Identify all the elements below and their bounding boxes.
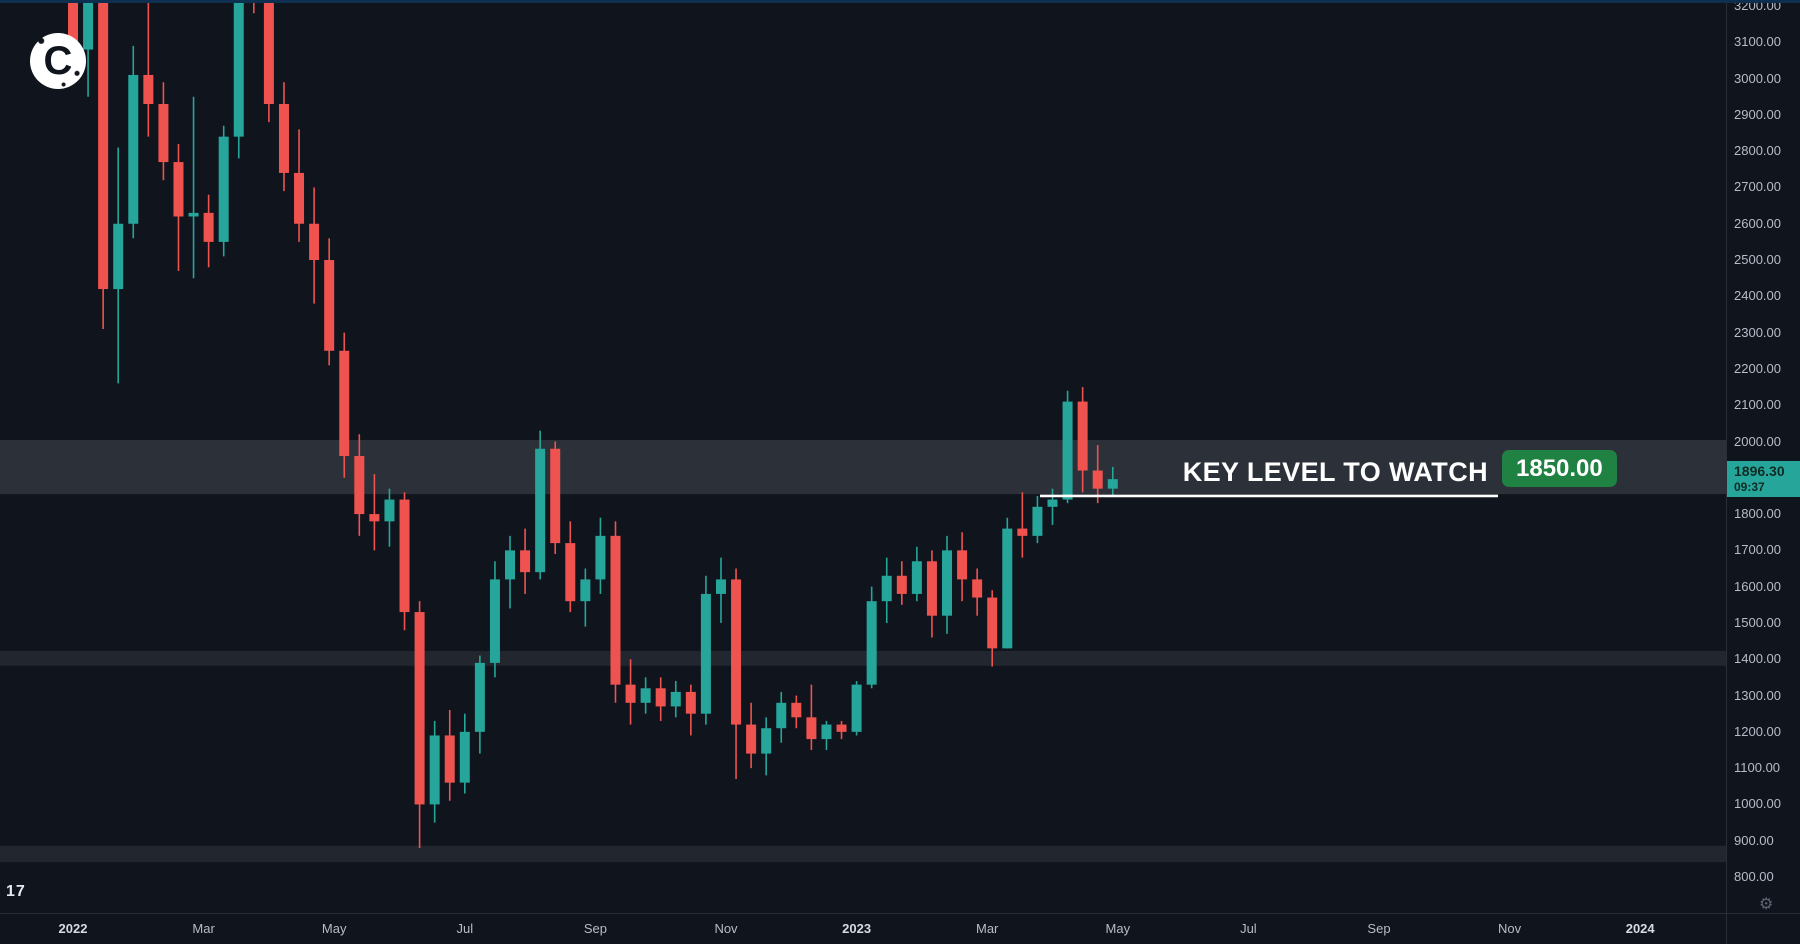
price-tick-label: 1100.00 [1734, 760, 1781, 776]
price-scale[interactable]: 3200.00 3100.00 3000.00 2900.00 2800.00 2700.… [1726, 0, 1800, 944]
time-tick-label: Sep [583, 921, 607, 936]
price-tick-label: 1700.00 [1734, 542, 1781, 558]
window-top-edge [0, 0, 1800, 3]
time-tick-label: May [1105, 921, 1131, 936]
price-tick-label: 1000.00 [1734, 796, 1781, 812]
time-tick-label: Mar [192, 921, 215, 936]
price-tick-label: 2400.00 [1734, 288, 1781, 304]
time-tick-label: Nov [714, 921, 738, 936]
price-tick-label: 1800.00 [1734, 506, 1781, 522]
price-tick-label: 2600.00 [1734, 215, 1781, 231]
price-tick-label: 3200.00 [1734, 0, 1781, 13]
last-price-label: 1896.30 09:37 [1727, 461, 1800, 498]
price-tick-label: 2700.00 [1734, 179, 1781, 195]
price-tick-label: 2200.00 [1734, 360, 1781, 376]
price-tick-label: 2900.00 [1734, 106, 1781, 122]
price-tick-label: 3000.00 [1734, 70, 1781, 86]
price-tick-label: 1500.00 [1734, 614, 1781, 630]
price-tick-label: 900.00 [1734, 832, 1774, 848]
price-tick-label: 800.00 [1734, 869, 1774, 884]
price-tick-label: 2800.00 [1734, 143, 1781, 159]
price-tick-label: 1300.00 [1734, 687, 1781, 703]
candlestick-chart[interactable] [0, 0, 1726, 913]
price-tick-label: 2000.00 [1734, 433, 1781, 449]
price-tick-label: 1600.00 [1734, 578, 1781, 594]
price-tick-label: 2500.00 [1734, 252, 1781, 268]
supply-demand-zones [0, 440, 1726, 863]
chart-canvas[interactable]: C KEY LEVEL TO WATCH 1850.00 17 [0, 0, 1726, 913]
tradingview-watermark: 17 [6, 883, 26, 900]
time-tick-label: 2022 [58, 921, 88, 936]
time-tick-label: 2023 [842, 921, 872, 936]
time-tick-label: May [321, 921, 347, 936]
time-tick-label: Nov [1498, 921, 1522, 936]
price-tick-label: 1400.00 [1734, 651, 1781, 667]
price-tick-label: 3100.00 [1734, 34, 1781, 50]
price-tick-label: 2300.00 [1734, 324, 1781, 340]
channel-logo: C [30, 33, 86, 89]
bar-close-countdown: 09:37 [1734, 480, 1765, 495]
price-tick-label: 1200.00 [1734, 723, 1781, 739]
settings-gear-icon[interactable]: ⚙ [1759, 896, 1774, 913]
time-tick-label: Mar [975, 921, 999, 936]
candles [68, 0, 1118, 848]
time-tick-label: Jul [456, 921, 474, 936]
last-price-value: 1896.30 [1734, 463, 1785, 480]
key-level-price-badge: 1850.00 [1502, 450, 1617, 487]
time-scale[interactable]: 2022 Mar May Jul Sep Nov 2023 Mar May Jul Sep Nov 20… [0, 913, 1800, 944]
time-tick-label: Sep [1367, 921, 1391, 936]
time-tick-label: 2024 [1625, 921, 1655, 936]
time-tick-label: Jul [1240, 921, 1257, 936]
price-tick-label: 2100.00 [1734, 397, 1781, 413]
key-level-annotation-text: KEY LEVEL TO WATCH [1182, 457, 1488, 487]
logo-letter: C [43, 38, 73, 83]
